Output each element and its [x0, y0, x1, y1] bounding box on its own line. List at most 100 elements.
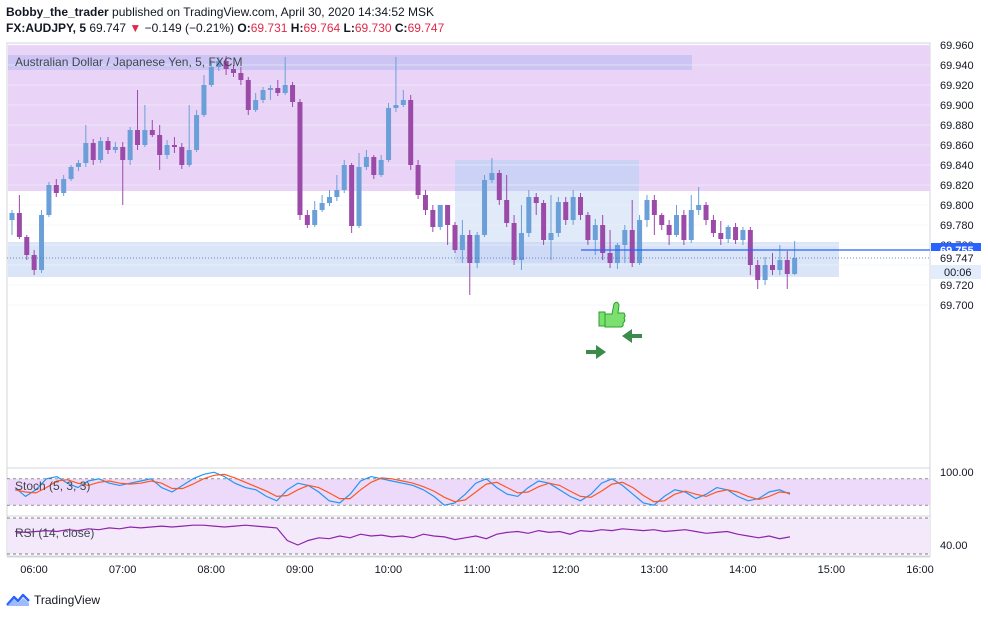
candle-body: [135, 130, 141, 145]
candle-body: [511, 223, 517, 260]
tradingview-logo-icon[interactable]: [6, 593, 30, 607]
candle-body: [253, 100, 259, 110]
candle-body: [83, 143, 89, 163]
y-tick-label: 69.720: [940, 280, 974, 292]
high-label: H:: [290, 21, 304, 35]
candle-body: [194, 115, 200, 150]
candle-body: [378, 160, 384, 175]
candle-body: [408, 100, 414, 165]
x-tick-label: 06:00: [20, 564, 48, 576]
candle-body: [585, 215, 591, 240]
x-tick-label: 16:00: [906, 564, 934, 576]
candle-body: [260, 90, 266, 100]
thumbs-up-icon: [598, 301, 626, 328]
low-value: 69.730: [354, 21, 392, 35]
x-tick-label: 14:00: [729, 564, 757, 576]
candle-body: [548, 233, 554, 240]
candle-body: [688, 210, 694, 240]
x-tick-label: 11:00: [464, 564, 491, 576]
candle-body: [526, 197, 532, 233]
candle-body: [666, 225, 672, 235]
y-tick-label: 69.700: [940, 300, 974, 312]
candle-body: [334, 190, 340, 197]
candle-body: [149, 130, 155, 135]
candle-body: [282, 85, 288, 93]
candle-body: [275, 88, 281, 93]
candle-body: [415, 165, 421, 195]
rsi-tick-label: 40.00: [940, 540, 968, 552]
stoch-title: Stoch (5, 3, 3): [15, 479, 90, 493]
publish-line: Bobby_the_trader published on TradingVie…: [6, 4, 981, 20]
candle-body: [651, 200, 657, 215]
x-tick-label: 12:00: [552, 564, 580, 576]
candle-body: [430, 210, 436, 227]
x-tick-label: 09:00: [286, 564, 314, 576]
candle-body: [755, 265, 761, 280]
candle-body: [171, 145, 177, 147]
candle-body: [319, 203, 325, 210]
candle-body: [9, 213, 15, 220]
candle-body: [312, 210, 318, 225]
candle-body: [578, 197, 584, 215]
candle-body: [142, 130, 148, 145]
price-label-box: [931, 251, 981, 265]
candle-body: [445, 205, 451, 225]
candle-body: [614, 245, 620, 263]
chart-canvas[interactable]: 69.960 69.940 69.920 69.900 69.880 69.860 69.8…: [0, 0, 988, 586]
down-arrow-icon: ▼: [129, 21, 142, 35]
y-tick-label: 69.940: [940, 60, 974, 72]
candle-body: [718, 233, 724, 239]
candle-body: [637, 220, 643, 263]
candle-body: [238, 73, 244, 80]
candle-body: [533, 197, 539, 203]
candle-body: [216, 61, 222, 67]
close-label: C:: [394, 21, 408, 35]
candle-body: [127, 130, 133, 160]
y-tick-label: 69.840: [940, 160, 974, 172]
candle-body: [474, 235, 480, 263]
candle-body: [90, 143, 96, 160]
candle-body: [629, 230, 635, 263]
candle-body: [208, 67, 214, 85]
stoch-k-line: [14, 471, 791, 506]
rsi-line: [14, 524, 791, 546]
candle-body: [363, 157, 369, 167]
candle-body: [341, 165, 347, 190]
x-tick-label: 15:00: [818, 564, 846, 576]
y-tick-label: 69.820: [940, 180, 974, 192]
y-tick-label: 69.780: [940, 220, 974, 232]
publisher-name[interactable]: Bobby_the_trader: [6, 5, 109, 19]
symbol-label: FX:AUDJPY, 5: [6, 21, 87, 35]
candle-body: [681, 215, 687, 240]
candle-body: [563, 202, 569, 220]
candle-body: [98, 141, 104, 160]
candle-body: [46, 185, 52, 215]
candle-body: [504, 200, 510, 223]
candle-body: [437, 205, 443, 227]
candle-body: [452, 225, 458, 250]
candle-body: [201, 85, 207, 115]
low-label: L:: [343, 21, 355, 35]
candle-body: [659, 215, 665, 225]
countdown-box: [931, 265, 981, 279]
stoch-tick-label: 100.00: [940, 467, 974, 479]
candle-body: [541, 203, 547, 240]
y-tick-label: 69.800: [940, 200, 974, 212]
x-tick-label: 07:00: [109, 564, 137, 576]
candle-body: [747, 230, 753, 265]
candle-body: [349, 165, 355, 226]
candle-body: [393, 105, 399, 108]
main-chart-title: Australian Dollar / Japanese Yen, 5, FXC…: [15, 55, 242, 69]
candle-body: [356, 167, 362, 226]
high-value: 69.764: [303, 21, 341, 35]
candle-body: [61, 179, 67, 193]
candle-body: [489, 173, 495, 180]
candle-body: [53, 185, 59, 193]
last-price: 69.747: [89, 21, 127, 35]
candle-body: [24, 237, 30, 255]
candle-body: [105, 141, 111, 150]
change-value: −0.149 (−0.21%): [144, 21, 235, 35]
candle-body: [592, 225, 598, 240]
candle-body: [600, 225, 606, 253]
footer-brand[interactable]: TradingView: [34, 593, 101, 607]
